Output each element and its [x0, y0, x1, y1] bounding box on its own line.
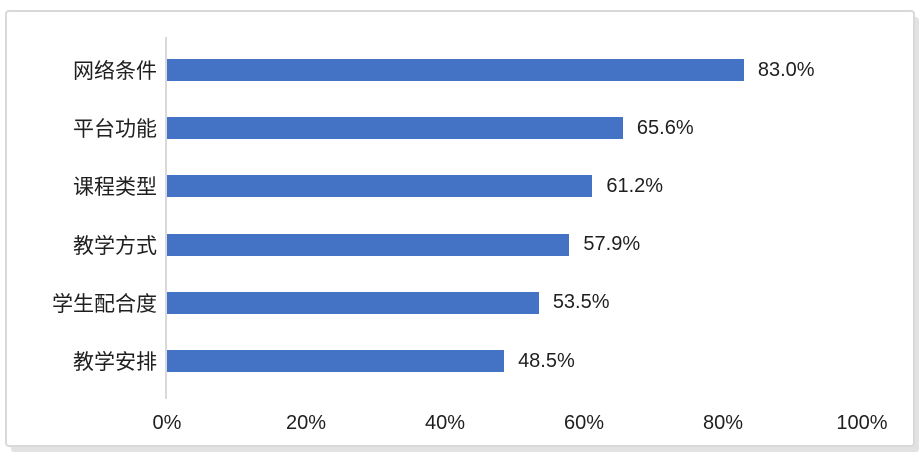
bar — [167, 117, 623, 140]
category-label: 网络条件 — [73, 60, 157, 84]
category-label: 学生配合度 — [52, 292, 157, 316]
bar-row: 网络条件 83.0% — [7, 41, 913, 99]
bar-row: 教学方式 57.9% — [7, 216, 913, 274]
bar-row: 教学安排 48.5% — [7, 332, 913, 390]
bar — [167, 59, 744, 81]
bar-row: 学生配合度 53.5% — [7, 274, 913, 332]
x-tick-label: 40% — [424, 412, 466, 434]
bar — [167, 175, 593, 198]
x-tick-label: 20% — [285, 412, 327, 434]
bar — [167, 291, 539, 314]
bar-row: 课程类型 61.2% — [7, 157, 913, 215]
category-label: 教学安排 — [73, 351, 157, 375]
bar-chart-figure: 网络条件 83.0% 平台功能 65.6% 课程类型 61.2% 教学方式 57… — [5, 10, 915, 447]
y-axis-line — [165, 37, 167, 399]
bar — [167, 350, 505, 372]
category-label: 课程类型 — [73, 176, 157, 200]
value-label: 65.6% — [636, 116, 694, 139]
bar-row: 平台功能 65.6% — [7, 99, 913, 157]
value-label: 57.9% — [583, 233, 641, 256]
value-label: 61.2% — [606, 174, 664, 197]
category-label: 平台功能 — [73, 118, 157, 142]
bar — [167, 233, 570, 256]
value-label: 48.5% — [518, 349, 575, 372]
x-tick-label: 100% — [836, 412, 888, 434]
x-tick-label: 60% — [563, 412, 605, 434]
value-label: 83.0% — [757, 58, 815, 81]
x-tick-label: 80% — [702, 412, 744, 434]
x-tick-label: 0% — [152, 412, 182, 434]
category-label: 教学方式 — [73, 234, 157, 258]
value-label: 53.5% — [552, 291, 610, 314]
